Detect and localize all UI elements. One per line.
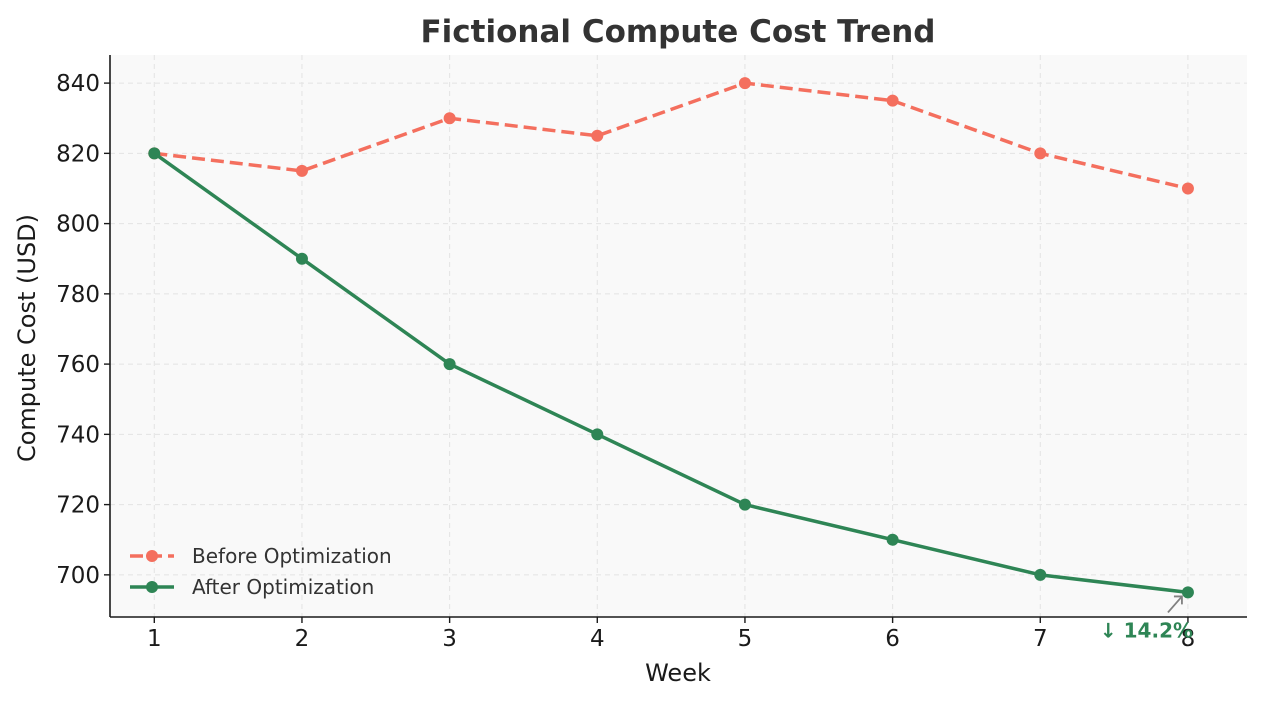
series-1-point: [591, 129, 604, 142]
series-2-point: [148, 147, 161, 160]
y-tick-label: 720: [56, 493, 100, 519]
legend-label-1: Before Optimization: [192, 544, 392, 568]
x-tick-label: 8: [1181, 626, 1196, 652]
legend-marker-1: [146, 550, 158, 562]
x-tick-label: 6: [885, 626, 900, 652]
series-1-point: [886, 94, 899, 107]
series-2-point: [1181, 586, 1194, 599]
y-tick-label: 700: [56, 563, 100, 589]
y-tick-label: 780: [56, 282, 100, 308]
x-tick-label: 2: [295, 626, 310, 652]
y-tick-label: 840: [56, 71, 100, 97]
y-tick-label: 800: [56, 212, 100, 238]
annotation-arrowhead: [1173, 595, 1183, 605]
series-line-1: [154, 81, 1189, 191]
x-tick-label: 4: [590, 626, 605, 652]
series-2-point: [738, 498, 751, 511]
axes: [109, 55, 1247, 618]
x-tick-label: 3: [442, 626, 457, 652]
x-tick-label: 7: [1033, 626, 1048, 652]
y-tick-label: 760: [56, 352, 100, 378]
series-2-point: [591, 428, 604, 441]
x-tick-label: 1: [147, 626, 162, 652]
x-axis-title: Week: [645, 659, 711, 687]
annotation-label: ↓ 14.2%: [1100, 618, 1193, 642]
y-tick-label: 740: [56, 422, 100, 448]
series-1-point: [1181, 182, 1194, 195]
series-line-2: [153, 151, 1189, 595]
series-1-point: [1034, 147, 1047, 160]
series-1-point: [443, 112, 456, 125]
series-2-point: [886, 533, 899, 546]
y-tick-label: 820: [56, 141, 100, 167]
series-2-point: [443, 358, 456, 371]
grid-lines: [110, 55, 1247, 617]
legend-marker-2: [146, 581, 158, 593]
legend: Before Optimization After Optimization: [130, 544, 392, 599]
series-layer: [148, 77, 1194, 599]
x-tick-label: 5: [738, 626, 753, 652]
series-2-point: [1034, 568, 1047, 581]
series-1-point: [738, 77, 751, 90]
plot-background: [110, 55, 1247, 617]
series-1-point: [295, 164, 308, 177]
annotations: ↓ 14.2%: [1100, 595, 1193, 642]
tick-labels: 700 720 740 760 780 800 820 840 1 2 3 4 5 6 7 8: [56, 71, 1195, 652]
series-2-point: [295, 252, 308, 265]
annotation-arrow: [1167, 595, 1183, 614]
y-axis-title: Compute Cost (USD): [13, 214, 41, 462]
legend-label-2: After Optimization: [192, 575, 374, 599]
chart-title: Fictional Compute Cost Trend: [421, 14, 936, 50]
